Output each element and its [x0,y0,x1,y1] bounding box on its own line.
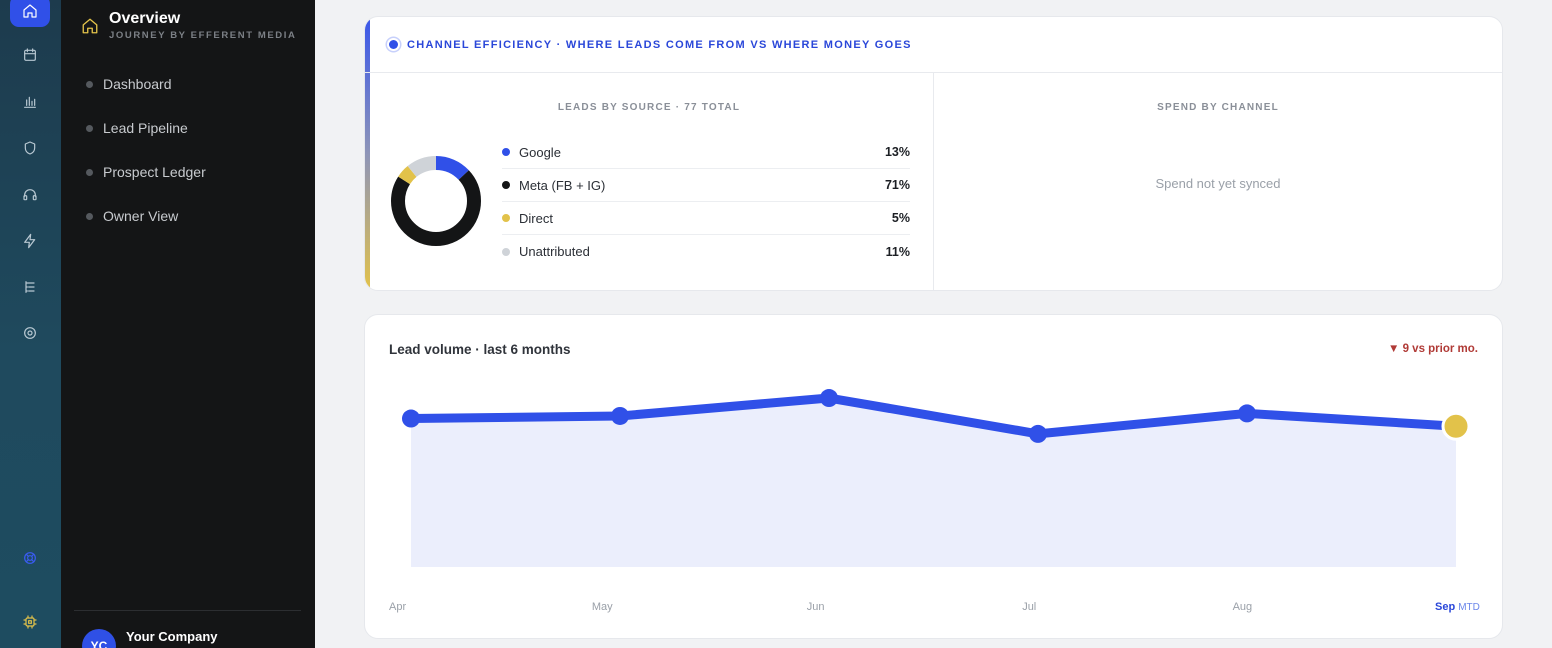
page-title: Overview [109,10,181,27]
source-label: Meta (FB + IG) [519,177,606,193]
delta-badge: ▼ 9 vs prior mo. [1388,343,1478,355]
bullet-icon [86,168,93,176]
divider [933,73,934,290]
bullet-icon [86,124,93,132]
lead-volume-title: Lead volume · last 6 months [389,342,571,357]
list-item: Direct 5% [502,202,910,235]
bullet-icon [86,80,93,88]
sidebar-item-label: Lead Pipeline [103,120,188,136]
list-icon[interactable] [10,271,50,303]
sidebar-item-label: Owner View [103,208,179,224]
leads-by-source-title: LEADS BY SOURCE · 77 TOTAL [557,102,741,113]
x-tick-label: Jun [807,601,825,613]
card-header: CHANNEL EFFICIENCY · WHERE LEADS COME FR… [365,17,1502,73]
list-item: Meta (FB + IG) 71% [502,169,910,202]
sidebar-item-owner-view[interactable]: Owner View [86,194,206,238]
divider [74,610,301,611]
mtd-label: MTD [1458,602,1480,613]
area-fill [411,398,1456,567]
legend-swatch-google [502,148,510,156]
x-tick-text: Sep [1435,601,1456,613]
target-icon[interactable] [10,317,50,349]
chip-icon[interactable] [10,606,50,638]
sidebar-item-prospect-ledger[interactable]: Prospect Ledger [86,150,206,194]
brand-subtitle: JOURNEY BY EFFERENT MEDIA [109,30,297,41]
sidebar-item-lead-pipeline[interactable]: Lead Pipeline [86,106,206,150]
donut-slice-unattributed[interactable] [391,156,481,246]
x-tick-text: Jun [806,601,825,613]
channel-efficiency-card: CHANNEL EFFICIENCY · WHERE LEADS COME FR… [364,16,1503,291]
sidebar-item-label: Dashboard [103,76,172,92]
house-icon [82,18,98,34]
home-icon[interactable] [10,0,50,27]
data-point-may[interactable] [611,406,629,425]
x-tick-label: Aug [1233,601,1253,613]
data-point-jul[interactable] [1029,424,1047,443]
shield-icon[interactable] [10,132,50,164]
headset-icon[interactable] [10,179,50,211]
source-value: 5% [891,211,910,225]
bullet-icon [86,212,93,220]
source-label: Google [519,144,561,160]
data-point-aug[interactable] [1238,404,1256,423]
x-tick-text: Jul [1022,601,1037,613]
leads-donut-chart [391,156,481,246]
sidebar-item-label: Prospect Ledger [103,164,206,180]
source-legend: Google 13% Meta (FB + IG) 71% Direct 5% … [502,136,910,268]
sidebar-nav: Dashboard Lead Pipeline Prospect Ledger … [86,62,206,238]
source-value: 13% [884,145,910,159]
x-tick-label: Jul [1022,601,1036,613]
legend-swatch-meta [502,181,510,189]
company-name: Your Company [126,629,218,644]
x-tick-text: Aug [1232,601,1253,613]
source-value: 71% [884,178,910,192]
x-tick-text: May [591,601,613,613]
data-point-jun[interactable] [820,389,838,408]
series-line [406,393,1461,439]
list-item: Unattributed 11% [502,235,910,268]
source-label: Direct [519,210,553,226]
support-icon[interactable] [10,542,50,574]
donut-slice-meta-fb-ig[interactable] [391,156,481,246]
icon-rail [0,0,61,648]
x-tick-label: Sep MTD [1435,601,1480,613]
x-tick-text: Apr [389,601,407,613]
legend-swatch-unattributed [502,247,510,256]
source-value: 11% [885,244,910,259]
status-dot-icon [389,40,398,49]
lightning-icon[interactable] [10,225,50,257]
lead-volume-chart [402,389,1471,567]
brand: Overview JOURNEY BY EFFERENT MEDIA [81,8,296,41]
company-switcher[interactable]: YC Your Company [82,626,218,648]
source-label: Unattributed [519,244,590,259]
sidebar-item-dashboard[interactable]: Dashboard [86,62,206,106]
avatar: YC [82,629,116,648]
calendar-icon[interactable] [10,39,50,71]
data-point-apr[interactable] [402,409,420,428]
list-item: Google 13% [502,136,910,169]
lead-volume-card: Lead volume · last 6 months ▼ 9 vs prior… [364,314,1503,639]
data-point-sep[interactable] [1441,411,1471,441]
sidebar: Overview JOURNEY BY EFFERENT MEDIA Dashb… [61,0,315,648]
accent-bar [365,17,370,290]
x-tick-label: May [592,601,613,613]
x-tick-label: Apr [389,601,406,613]
legend-swatch-direct [502,214,510,222]
spend-by-channel-title: SPEND BY CHANNEL [1157,102,1279,113]
spend-empty-state: Spend not yet synced [1155,176,1281,191]
card-title: CHANNEL EFFICIENCY · WHERE LEADS COME FR… [407,38,912,51]
bar-chart-icon[interactable] [10,86,50,118]
